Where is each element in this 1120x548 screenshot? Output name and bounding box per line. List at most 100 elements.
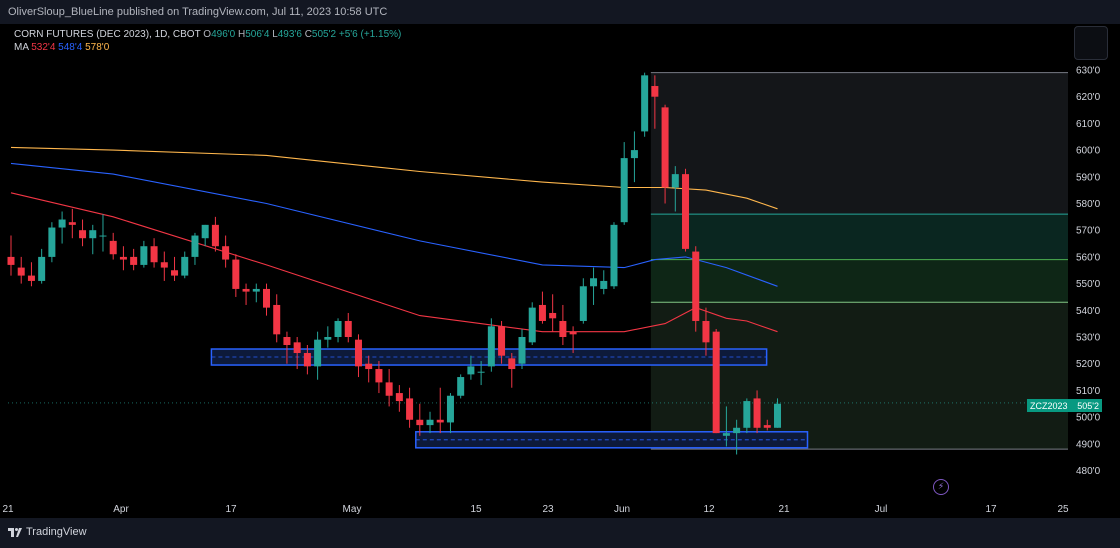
- price-tick-label: 620'0: [1076, 92, 1101, 103]
- symbol-legend: CORN FUTURES (DEC 2023), 1D, CBOT O496'0…: [14, 29, 401, 40]
- candle-body: [446, 395, 454, 423]
- price-tick-label: 630'0: [1076, 66, 1101, 77]
- candle-body: [508, 358, 516, 370]
- price-tick-label: 610'0: [1076, 119, 1101, 130]
- candle-body: [743, 401, 751, 428]
- price-axis[interactable]: [1072, 24, 1120, 502]
- price-tick-label: 480'0: [1076, 466, 1101, 477]
- fib-fill-bottom: [650, 302, 1068, 450]
- candle-body: [119, 256, 127, 260]
- ma-label: MA: [14, 42, 29, 53]
- time-tick-label: 17: [985, 504, 997, 515]
- high-label: H: [238, 29, 246, 40]
- candle-body: [48, 227, 56, 257]
- close-label: C: [304, 29, 312, 40]
- moving-average-line: [10, 162, 778, 287]
- candle-body: [181, 256, 189, 276]
- candle-body: [579, 286, 587, 321]
- candle-body: [242, 288, 250, 292]
- candle-body: [610, 224, 618, 287]
- tradingview-logo[interactable]: TradingView: [8, 526, 87, 538]
- candle-body: [140, 246, 148, 265]
- candle-body: [620, 158, 628, 223]
- candle-body: [528, 307, 536, 343]
- time-tick-label: 21: [778, 504, 790, 515]
- candle-body: [753, 398, 761, 428]
- candle-body: [17, 267, 25, 276]
- price-tick-label: 510'0: [1076, 386, 1101, 397]
- candle-body: [712, 331, 720, 434]
- time-tick-label: 12: [703, 504, 715, 515]
- ma-value-1: 532'4: [31, 42, 56, 53]
- candle-body: [549, 312, 557, 319]
- candle-body: [324, 337, 332, 340]
- candle-body: [344, 320, 352, 337]
- price-tick-label: 520'0: [1076, 359, 1101, 370]
- high-value: 506'4: [245, 29, 270, 40]
- candle-body: [79, 230, 87, 239]
- price-tick-label: 560'0: [1076, 252, 1101, 263]
- price-tick-label: 530'0: [1076, 333, 1101, 344]
- candle-body: [334, 320, 342, 337]
- price-tick-label: 570'0: [1076, 226, 1101, 237]
- candle-body: [395, 393, 403, 402]
- candle-body: [99, 235, 107, 237]
- brand-name: TradingView: [26, 526, 87, 538]
- candle-body: [150, 246, 158, 263]
- candle-body: [477, 371, 485, 373]
- candle-body: [436, 419, 444, 423]
- low-value: 493'6: [277, 29, 302, 40]
- candle-body: [252, 288, 260, 292]
- candle-body: [160, 262, 168, 268]
- candle-body: [630, 150, 638, 159]
- candle-body: [559, 320, 567, 337]
- candle-body: [293, 342, 301, 354]
- candle-body: [201, 224, 209, 239]
- candle-body: [457, 377, 465, 396]
- candle-body: [273, 304, 281, 335]
- tradingview-mark-icon: [8, 527, 22, 537]
- candle-body: [171, 270, 179, 276]
- candle-body: [733, 427, 741, 434]
- low-label: L: [272, 29, 278, 40]
- time-tick-label: 25: [1057, 504, 1069, 515]
- ma-legend: MA 532'4 548'4 578'0: [14, 42, 109, 53]
- change-value: +5'6 (+1.15%): [338, 29, 402, 40]
- moving-average-line: [10, 146, 778, 210]
- candle-body: [130, 256, 138, 265]
- candle-body: [641, 75, 649, 132]
- price-tick-label: 490'0: [1076, 439, 1101, 450]
- price-tick-label: 600'0: [1076, 146, 1101, 157]
- candle-body: [283, 337, 291, 346]
- candle-body: [58, 219, 66, 228]
- candle-body: [38, 256, 46, 281]
- candle-body: [68, 222, 76, 225]
- price-tick-label: 550'0: [1076, 279, 1101, 290]
- candle-body: [467, 366, 475, 375]
- candle-body: [722, 433, 730, 436]
- candle-body: [191, 235, 199, 257]
- ticker-price: 505'2: [1077, 400, 1099, 411]
- ticker-symbol: ZCZ2023: [1030, 400, 1068, 411]
- candle-body: [682, 174, 690, 249]
- open-label: O: [203, 29, 212, 40]
- chart-settings-button[interactable]: [1074, 26, 1108, 60]
- candle-body: [303, 353, 311, 367]
- candle-body: [232, 259, 240, 289]
- lightning-icon[interactable]: ⚡: [933, 479, 949, 495]
- candle-body: [385, 382, 393, 396]
- last-price-label: ZCZ2023 505'2: [1027, 399, 1102, 412]
- candle-body: [774, 403, 781, 428]
- candle-body: [498, 326, 506, 356]
- price-tick-label: 590'0: [1076, 172, 1101, 183]
- candle-body: [109, 240, 117, 255]
- candle-body: [365, 363, 373, 370]
- candle-body: [763, 425, 771, 428]
- fib-fill-low: [650, 259, 1068, 303]
- candle-body: [354, 339, 362, 367]
- time-tick-label: 17: [225, 504, 237, 515]
- candle-body: [222, 246, 230, 260]
- candle-body: [416, 419, 424, 426]
- bottom-bar: [0, 518, 1120, 548]
- candle-body: [590, 278, 598, 287]
